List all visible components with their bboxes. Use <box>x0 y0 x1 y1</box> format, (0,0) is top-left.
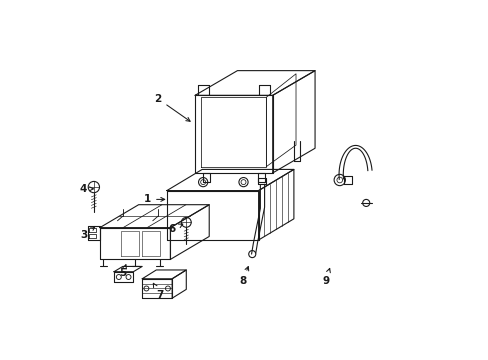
Text: 2: 2 <box>154 94 190 121</box>
Text: 1: 1 <box>143 194 164 204</box>
Text: 9: 9 <box>322 269 329 285</box>
Text: 3: 3 <box>80 226 95 240</box>
Text: 8: 8 <box>239 266 248 285</box>
Text: 6: 6 <box>168 224 183 234</box>
Text: 4: 4 <box>79 184 93 194</box>
Text: 7: 7 <box>153 283 163 300</box>
Text: 5: 5 <box>119 265 126 279</box>
